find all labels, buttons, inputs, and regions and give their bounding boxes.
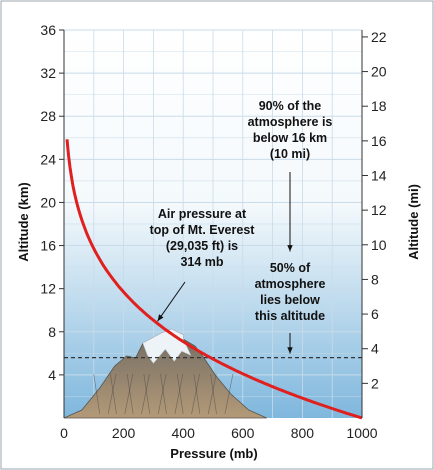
axes <box>63 30 363 418</box>
annotation-everest-text: (29,035 ft) is <box>166 239 238 253</box>
mountain-ridge <box>191 373 200 415</box>
x-axis-label: Pressure (mb) <box>170 446 257 461</box>
x-tick-label: 800 <box>291 425 315 441</box>
y2-tick-label: 14 <box>371 168 387 184</box>
annotation-fifty-text: atmosphere <box>255 277 326 291</box>
x-tick-label: 600 <box>231 425 255 441</box>
pressure-altitude-curve <box>65 139 363 420</box>
y2-axis-label: Altitude (mi) <box>406 184 421 260</box>
annotation-ninety-arrowhead <box>287 245 293 252</box>
mountain-ridge <box>157 373 167 415</box>
mountain-ridge <box>141 373 150 415</box>
y-tick-label: 8 <box>48 324 56 340</box>
mountain-ridge <box>160 373 167 415</box>
x-tick-label: 0 <box>60 425 68 441</box>
mountain-ridge <box>174 373 184 415</box>
x-tick-label: 1000 <box>346 425 377 441</box>
y-axis-label: Altitude (km) <box>16 182 31 261</box>
y2-tick-label: 18 <box>371 98 387 114</box>
annotation-everest-arrow <box>157 281 186 322</box>
mountain-ridge <box>93 373 101 415</box>
mountain-ridge <box>207 373 217 415</box>
y-tick-label: 24 <box>40 151 56 167</box>
annotation-everest-text: 314 mb <box>180 255 223 269</box>
y2-tick-label: 8 <box>371 271 379 287</box>
annotation-everest-arrowhead <box>157 314 164 322</box>
annotation-fifty-text: 50% of <box>270 261 311 275</box>
mountain-ridge <box>126 373 134 415</box>
y-tick-label: 16 <box>40 238 56 254</box>
annotation-ninety-text: (10 mi) <box>270 147 310 161</box>
grid <box>64 29 362 418</box>
annotation-ninety-text: atmosphere is <box>248 115 333 129</box>
y2-tick-label: 12 <box>371 202 387 218</box>
y-tick-label: 28 <box>40 108 56 124</box>
y-tick-label: 20 <box>40 194 56 210</box>
y2-tick-label: 22 <box>371 29 387 45</box>
annotations: Air pressure at top of Mt. Everest (29,035… <box>150 99 333 354</box>
y2-tick-label: 4 <box>371 341 379 357</box>
annotation-everest-text: Air pressure at <box>158 207 247 221</box>
y2-tick-label: 20 <box>371 64 387 80</box>
annotation-ninety-text: below 16 km <box>253 131 327 145</box>
mountain-ridge <box>110 373 117 415</box>
y-tick-label: 36 <box>40 22 56 38</box>
x-tick-label: 400 <box>172 425 196 441</box>
mountain-ridge <box>193 373 201 415</box>
x-tick-label: 200 <box>112 425 136 441</box>
y-tick-label: 4 <box>48 367 56 383</box>
annotation-ninety-text: 90% of the <box>259 99 322 113</box>
mountain-ridge <box>210 373 217 415</box>
y2-tick-label: 6 <box>371 306 379 322</box>
y2-tick-label: 16 <box>371 133 387 149</box>
annotation-everest-text: top of Mt. Everest <box>150 223 256 237</box>
mountain-ridge <box>107 373 117 415</box>
y-tick-label: 12 <box>40 281 56 297</box>
mountain-ridge <box>124 373 134 415</box>
mountain-ridge <box>224 373 234 415</box>
y2-tick-label: 10 <box>371 237 387 253</box>
annotation-fifty-text: this altitude <box>255 309 325 323</box>
y-tick-label: 32 <box>40 65 56 81</box>
y2-tick-label: 2 <box>371 375 379 391</box>
mountain-ridge <box>143 373 151 415</box>
annotation-fifty-arrowhead <box>287 347 293 354</box>
annotation-fifty-text: lies below <box>260 293 320 307</box>
mountain-ridge <box>176 373 184 415</box>
